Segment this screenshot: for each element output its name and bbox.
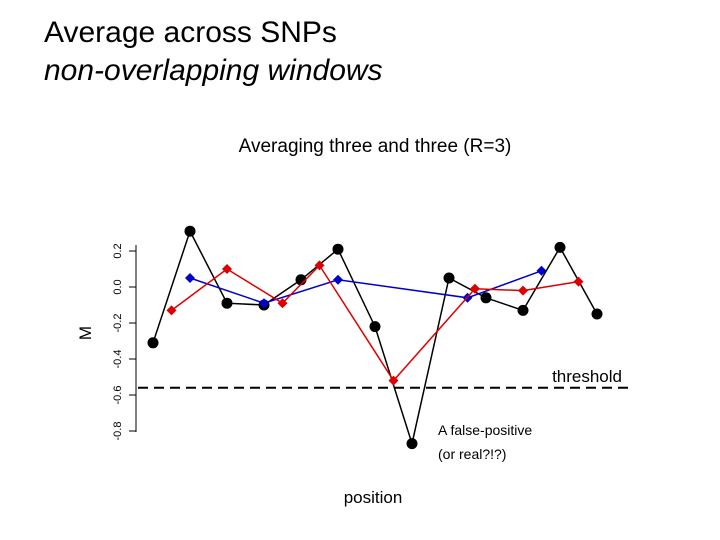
series-average-R3-blue — [185, 265, 547, 309]
series-line — [171, 264, 579, 382]
data-point — [277, 298, 288, 309]
y-tick-label: -0.4 — [112, 350, 124, 369]
data-point — [591, 308, 603, 320]
data-point — [332, 243, 344, 255]
y-axis-label: M — [76, 326, 95, 340]
data-point — [469, 283, 480, 294]
x-axis-label: position — [344, 488, 403, 507]
series-line — [152, 229, 598, 447]
y-tick-label: -0.8 — [112, 422, 124, 441]
data-point — [185, 273, 195, 283]
series-raw — [147, 225, 603, 450]
data-point — [314, 260, 325, 271]
data-point — [388, 375, 399, 386]
y-tick-label: -0.6 — [112, 386, 124, 405]
data-point — [184, 225, 196, 237]
data-point — [259, 298, 269, 309]
data-point — [406, 438, 418, 450]
data-point — [333, 274, 343, 285]
y-tick-label: -0.2 — [112, 314, 124, 333]
series — [147, 225, 603, 450]
data-point — [443, 272, 455, 284]
slide-title: Average across SNPs non-overlapping wind… — [44, 14, 383, 90]
slide-title-line1: Average across SNPs — [44, 16, 337, 49]
data-point — [480, 292, 492, 304]
data-point — [222, 264, 232, 274]
data-point — [518, 285, 528, 296]
annotation-line2: (or real?!?) — [438, 446, 506, 462]
data-point — [166, 305, 177, 316]
data-point — [554, 241, 566, 253]
threshold: threshold — [138, 367, 632, 389]
y-tick-label: 0.2 — [112, 243, 124, 258]
threshold-label: threshold — [552, 367, 622, 386]
y-ticks: -0.8 -0.6 -0.4 -0.2 0.0 0.2 — [112, 243, 136, 440]
chart-title: Averaging three and three (R=3) — [239, 136, 512, 157]
data-point — [517, 304, 529, 316]
annotation-line1: A false-positive — [438, 422, 532, 438]
y-tick-label: 0.0 — [112, 279, 124, 294]
data-point — [536, 265, 547, 276]
data-point — [147, 337, 159, 349]
series-average-R3-red — [166, 260, 584, 386]
slide-title-line2: non-overlapping windows — [44, 54, 383, 87]
data-point — [369, 321, 381, 333]
data-point — [221, 297, 233, 309]
data-point — [573, 276, 584, 287]
